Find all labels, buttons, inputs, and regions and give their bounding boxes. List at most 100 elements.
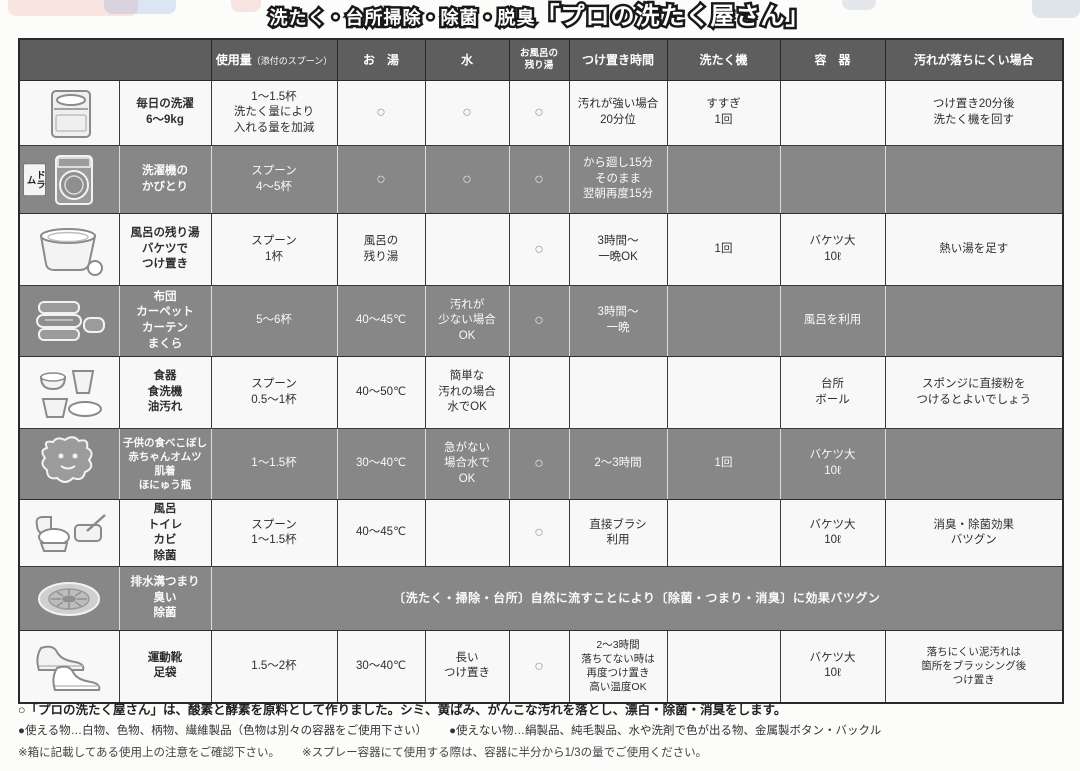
leftover-cell: ○	[508, 630, 570, 704]
row-name: 風呂の残り湯 バケツで つけ置き	[118, 213, 212, 286]
footnote-caution: ※箱に記載してある使用上の注意をご確認下さい。 ※スプレー容器にて使用する際は、容…	[18, 747, 708, 759]
leftover-cell: ○	[508, 145, 570, 214]
hot-water-cell: 40〜50℃	[336, 356, 426, 429]
drain-icon	[18, 566, 120, 632]
water-cell	[424, 213, 510, 286]
stubborn-cell: 落ちにくい泥汚れは 箇所をブラッシング後 つけ置き	[884, 630, 1064, 704]
container-cell: 台所 ボール	[779, 356, 886, 429]
usage-cell: スプーン 4〜5杯	[210, 145, 338, 214]
container-cell	[779, 80, 886, 146]
cutoff-photo-decoration	[8, 0, 138, 16]
footnote-product-description: ○「プロの洗たく屋さん」は、酸素と酵素を原料として作りました。シミ、黄ばみ、がん…	[18, 703, 787, 717]
futon-stack-icon	[18, 285, 120, 357]
machine-cell	[666, 356, 781, 429]
table-row-daily-laundry: 毎日の洗濯 6〜9kg 1〜1.5杯 洗たく量により 入れる量を加減 ○ ○ ○…	[18, 80, 1064, 146]
container-cell: バケツ大 10ℓ	[779, 630, 886, 704]
top-load-washing-machine-icon	[18, 80, 120, 146]
stubborn-cell: 消臭・除菌効果 バツグン	[884, 498, 1064, 568]
header-leftover-bath: お風呂の 残り湯	[508, 38, 570, 81]
soak-cell: 2〜3時間	[568, 428, 668, 500]
row-name: 毎日の洗濯 6〜9kg	[118, 80, 212, 146]
machine-cell	[666, 145, 781, 214]
cutoff-photo-decoration	[1032, 0, 1080, 18]
water-cell: ○	[424, 145, 510, 214]
container-cell: バケツ大 10ℓ	[779, 498, 886, 568]
container-cell: バケツ大 10ℓ	[779, 428, 886, 500]
row-name: 排水溝つまり 臭い 除菌	[118, 566, 212, 632]
leftover-cell: ○	[508, 213, 570, 286]
water-cell	[424, 498, 510, 568]
row-name: 布団 カーペット カーテン まくら	[118, 285, 212, 357]
usage-cell: 1〜1.5杯	[210, 428, 338, 500]
drum-side-label: ドラム	[23, 162, 46, 197]
usage-cell: 5〜6杯	[210, 285, 338, 357]
footnote-usable-items: ●使える物…白物、色物、柄物、繊維製品（色物は別々の容器をご使用下さい） ●使えな…	[18, 725, 882, 737]
soak-cell: 汚れが強い場合 20分位	[568, 80, 668, 146]
header-stubborn: 汚れが落ちにくい場合	[884, 38, 1064, 81]
container-cell	[779, 145, 886, 214]
table-row-bath-toilet: 風呂 トイレ カビ 除菌 スプーン 1〜1.5杯 40〜45℃ ○ 直接ブラシ …	[18, 498, 1064, 568]
soak-cell: 3時間〜 一晩OK	[568, 213, 668, 286]
table-row-dishes: 食器 食洗機 油汚れ スプーン 0.5〜1杯 40〜50℃ 簡単な 汚れの場合 …	[18, 356, 1064, 429]
header-usage: 使用量（添付のスプーン）	[210, 38, 338, 81]
table-row-machine-mold: ドラム 洗濯機の かびとり スプーン 4〜5杯 ○ ○ ○ から廻し15分 その…	[18, 145, 1064, 214]
usage-cell: スプーン 1〜1.5杯	[210, 498, 338, 568]
soak-cell: から廻し15分 そのまま 翌朝再度15分	[568, 145, 668, 214]
leftover-cell	[508, 356, 570, 429]
usage-cell: スプーン 1杯	[210, 213, 338, 286]
hot-water-cell: ○	[336, 80, 426, 146]
table-row-baby-items: 子供の食べこぼし 赤ちゃんオムツ 肌着 ほにゅう瓶 1〜1.5杯 30〜40℃ …	[18, 428, 1064, 500]
header-machine: 洗たく機	[666, 38, 781, 81]
hot-water-cell: 風呂の 残り湯	[336, 213, 426, 286]
header-item	[18, 38, 212, 81]
title-category: 洗たく・台所掃除・除菌・脱臭	[267, 6, 537, 31]
sneakers-icon	[18, 630, 120, 704]
bucket-icon	[18, 213, 120, 286]
row-name: 食器 食洗機 油汚れ	[118, 356, 212, 429]
drum-washing-machine-icon: ドラム	[18, 145, 120, 214]
header-water: 水	[424, 38, 510, 81]
page-title: 洗たく・台所掃除・除菌・脱臭「プロの洗たく屋さん」	[0, 1, 1080, 33]
stubborn-cell	[884, 428, 1064, 500]
drain-merged-note: 〔洗たく・掃除・台所〕自然に流すことにより〔除菌・つまり・消臭〕に効果バツグン	[210, 566, 1064, 632]
soak-cell: 直接ブラシ 利用	[568, 498, 668, 568]
usage-cell: 1〜1.5杯 洗たく量により 入れる量を加減	[210, 80, 338, 146]
stubborn-cell	[884, 145, 1064, 214]
container-cell: 風呂を利用	[779, 285, 886, 357]
machine-cell: すすぎ 1回	[666, 80, 781, 146]
header-hot-water: お 湯	[336, 38, 426, 81]
machine-cell	[666, 630, 781, 704]
hot-water-cell: 30〜40℃	[336, 630, 426, 704]
hot-water-cell: 30〜40℃	[336, 428, 426, 500]
usage-table: 使用量（添付のスプーン） お 湯 水 お風呂の 残り湯 つけ置き時間 洗たく機 …	[18, 38, 1064, 704]
container-cell: バケツ大 10ℓ	[779, 213, 886, 286]
header-row: 使用量（添付のスプーン） お 湯 水 お風呂の 残り湯 つけ置き時間 洗たく機 …	[18, 38, 1064, 81]
soak-cell: 3時間〜 一晩	[568, 285, 668, 357]
cutoff-photo-decoration	[104, 0, 176, 14]
water-cell: 簡単な 汚れの場合 水でOK	[424, 356, 510, 429]
leftover-cell: ○	[508, 498, 570, 568]
table-row-sneakers: 運動靴 足袋 1.5〜2杯 30〜40℃ 長い つけ置き ○ 2〜3時間 落ちて…	[18, 630, 1064, 704]
row-name: 風呂 トイレ カビ 除菌	[118, 498, 212, 568]
leftover-cell: ○	[508, 285, 570, 357]
table-row-futon-carpet: 布団 カーペット カーテン まくら 5〜6杯 40〜45℃ 汚れが 少ない場合 …	[18, 285, 1064, 357]
machine-cell	[666, 498, 781, 568]
baby-bib-icon	[18, 428, 120, 500]
soak-cell: 2〜3時間 落ちてない時は 再度つけ置き 高い温度OK	[568, 630, 668, 704]
row-name: 子供の食べこぼし 赤ちゃんオムツ 肌着 ほにゅう瓶	[118, 428, 212, 500]
water-cell: ○	[424, 80, 510, 146]
row-name: 洗濯機の かびとり	[118, 145, 212, 214]
header-container: 容 器	[779, 38, 886, 81]
stubborn-cell: 熱い湯を足す	[884, 213, 1064, 286]
leftover-cell: ○	[508, 80, 570, 146]
machine-cell: 1回	[666, 428, 781, 500]
hot-water-cell: ○	[336, 145, 426, 214]
water-cell: 汚れが 少ない場合 OK	[424, 285, 510, 357]
table-row-bath-leftover-soak: 風呂の残り湯 バケツで つけ置き スプーン 1杯 風呂の 残り湯 ○ 3時間〜 …	[18, 213, 1064, 286]
header-soak-time: つけ置き時間	[568, 38, 668, 81]
leftover-cell: ○	[508, 428, 570, 500]
dishes-icon	[18, 356, 120, 429]
machine-cell	[666, 285, 781, 357]
machine-cell: 1回	[666, 213, 781, 286]
table-row-drain: 排水溝つまり 臭い 除菌 〔洗たく・掃除・台所〕自然に流すことにより〔除菌・つま…	[18, 566, 1064, 632]
